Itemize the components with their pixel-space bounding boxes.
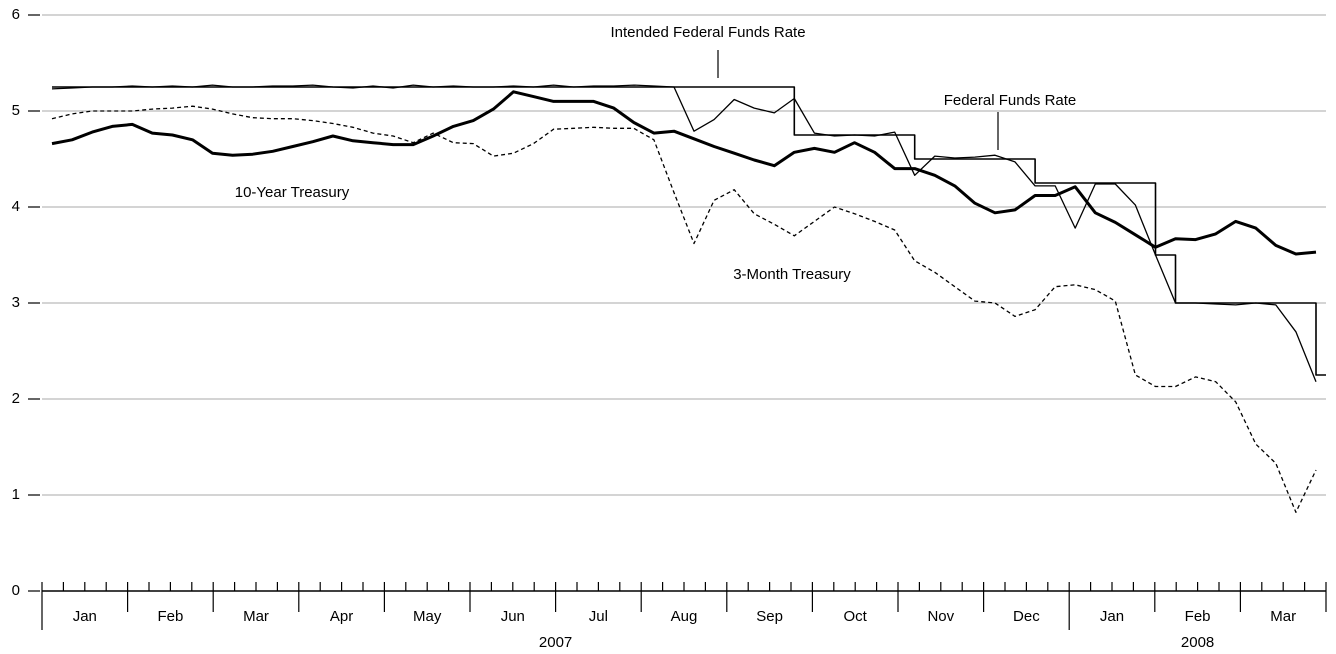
y-tick-label: 0 [12, 582, 20, 599]
y-tick-label: 4 [12, 198, 20, 215]
series-label: Federal Funds Rate [944, 92, 1077, 109]
series-line [52, 86, 1326, 376]
x-tick-label: Jun [501, 608, 525, 625]
series-line [51, 105, 1317, 513]
x-tick-label: Mar [243, 608, 269, 625]
y-tick-label: 6 [12, 6, 20, 23]
series-label: 10-Year Treasury [235, 184, 350, 201]
series-line [51, 90, 1317, 256]
series-line [51, 84, 1317, 382]
x-tick-label: Sep [756, 608, 783, 625]
x-tick-label: Jul [589, 608, 608, 625]
x-tick-label: Apr [330, 608, 353, 625]
y-tick-label: 1 [12, 486, 20, 503]
x-tick-label: Jan [1100, 608, 1124, 625]
x-tick-label: Aug [671, 608, 698, 625]
year-label: 2007 [539, 634, 572, 651]
y-tick-label: 5 [12, 102, 20, 119]
y-tick-label: 2 [12, 390, 20, 407]
x-tick-label: Nov [927, 608, 954, 625]
x-tick-label: Feb [157, 608, 183, 625]
x-tick-label: Dec [1013, 608, 1040, 625]
x-tick-label: Oct [844, 608, 868, 625]
x-tick-label: May [413, 608, 442, 625]
x-tick-label: Mar [1270, 608, 1296, 625]
x-tick-label: Feb [1185, 608, 1211, 625]
series-label: Intended Federal Funds Rate [610, 24, 805, 41]
x-tick-label: Jan [73, 608, 97, 625]
year-label: 2008 [1181, 634, 1214, 651]
y-tick-label: 3 [12, 294, 20, 311]
series-label: 3-Month Treasury [733, 266, 851, 283]
